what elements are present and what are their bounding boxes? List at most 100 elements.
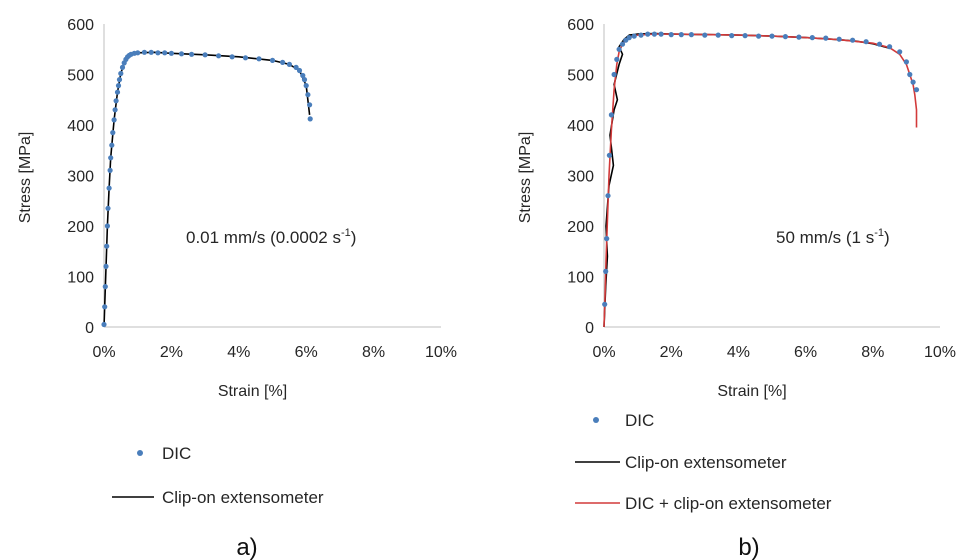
x-tick-label: 6% — [295, 344, 318, 361]
rate-annotation-b: 50 mm/s (1 s-1) — [776, 227, 890, 247]
dic-point — [897, 49, 903, 55]
dic-point — [280, 59, 286, 65]
dic-point — [645, 31, 651, 37]
legend-label-dic: DIC — [162, 444, 191, 463]
rate-annotation-a: 0.01 mm/s (0.0002 s-1) — [186, 227, 356, 247]
dic-point — [608, 112, 615, 118]
legend-label-clip-on-extensometer: Clip-on extensometer — [625, 453, 787, 472]
dic-point — [702, 32, 708, 38]
dic-clip-on-extensometer-line — [603, 33, 918, 328]
dic-point — [202, 52, 208, 58]
dic-point — [168, 50, 174, 56]
dic-point — [114, 89, 121, 95]
legend-label-clip-on-extensometer: Clip-on extensometer — [162, 488, 324, 507]
dic-point — [668, 31, 674, 38]
dic-point — [614, 56, 620, 63]
y-tick-label: 200 — [67, 219, 94, 236]
dic-point — [216, 53, 222, 59]
dic-point — [678, 31, 684, 38]
dic-point — [611, 71, 617, 78]
dic-point — [113, 98, 119, 104]
dic-point — [626, 35, 632, 41]
dic-point — [715, 32, 721, 38]
dic-point — [296, 67, 303, 74]
x-tick-label: 0% — [592, 344, 615, 361]
x-tick-label: 10% — [924, 344, 956, 361]
dic-point — [109, 142, 115, 148]
dic-point — [631, 33, 637, 39]
panel-b: 0% 2% 4% 6% 8% 10% 0 100 200 300 400 500 600 Strain [… — [517, 17, 956, 560]
dic-point — [102, 284, 108, 290]
legend-label-dic: DIC — [625, 411, 654, 430]
dic-point — [782, 34, 789, 40]
y-tick-label: 500 — [67, 68, 94, 85]
dic-point — [876, 41, 883, 47]
x-tick-label: 8% — [861, 344, 884, 361]
dic-point — [155, 50, 161, 56]
dic-point — [823, 35, 829, 41]
legend-label-dic-clip-on-extensometer: DIC + clip-on extensometer — [625, 494, 832, 513]
panel-label-b: b) — [738, 534, 759, 560]
dic-point — [796, 34, 802, 40]
dic-point — [178, 51, 185, 57]
dic-point — [307, 102, 313, 108]
x-tick-label: 2% — [660, 344, 683, 361]
dic-point — [141, 49, 147, 55]
dic-point — [303, 83, 309, 89]
x-axis-label: Strain [%] — [717, 383, 786, 400]
dic-point — [242, 55, 249, 61]
dic-point — [887, 44, 893, 50]
dic-point — [638, 32, 644, 38]
dic-point — [809, 35, 815, 41]
dic-point — [769, 33, 775, 39]
y-tick-label: 500 — [567, 68, 594, 85]
dic-point — [651, 31, 658, 37]
legend-marker-dic — [593, 417, 599, 423]
y-tick-label: 0 — [585, 320, 594, 337]
legend-marker-dic — [137, 450, 143, 456]
legend-a: DIC Clip-on extensometer — [112, 444, 324, 507]
dic-point — [903, 59, 910, 65]
dic-point — [108, 155, 114, 161]
x-tick-label: 0% — [92, 344, 115, 361]
dic-point — [602, 301, 608, 307]
dic-point — [115, 83, 122, 89]
dic-point — [269, 57, 276, 64]
dic-point — [605, 193, 611, 199]
y-tick-label: 400 — [67, 118, 94, 135]
dic-point — [101, 321, 107, 328]
dic-point — [603, 268, 609, 274]
dic-point — [256, 56, 262, 62]
plot-area-a: 0% 2% 4% 6% 8% 10% 0 100 200 300 400 500 600 Strain [… — [17, 17, 457, 400]
dic-point — [729, 33, 735, 39]
dic-point — [104, 243, 110, 249]
y-tick-label: 0 — [85, 320, 94, 337]
y-tick-label: 200 — [567, 219, 594, 236]
dic-point — [162, 50, 168, 56]
dic-point — [863, 39, 869, 45]
y-tick-label: 300 — [567, 169, 594, 186]
x-tick-label: 4% — [227, 344, 250, 361]
y-tick-label: 100 — [67, 270, 94, 287]
dic-point — [301, 77, 308, 83]
dic-point — [907, 71, 913, 78]
dic-point — [305, 92, 311, 98]
y-tick-label: 300 — [67, 169, 94, 186]
dic-point — [102, 304, 108, 310]
dic-point — [135, 50, 141, 56]
dic-point — [307, 116, 313, 122]
panel-a: 0% 2% 4% 6% 8% 10% 0 100 200 300 400 500 600 Strain [… — [17, 17, 457, 560]
x-tick-label: 10% — [425, 344, 457, 361]
y-tick-label: 100 — [567, 270, 594, 287]
x-tick-label: 2% — [160, 344, 183, 361]
dic-point — [756, 33, 762, 39]
dic-point — [111, 117, 117, 123]
dic-point — [300, 72, 306, 79]
dic-point — [910, 79, 916, 85]
y-axis-label: Stress [MPa] — [517, 132, 534, 224]
dic-point — [103, 263, 109, 269]
legend-b: DIC Clip-on extensometer DIC + clip-on ext… — [575, 411, 832, 513]
dic-point — [658, 31, 664, 37]
dic-point — [229, 54, 235, 60]
